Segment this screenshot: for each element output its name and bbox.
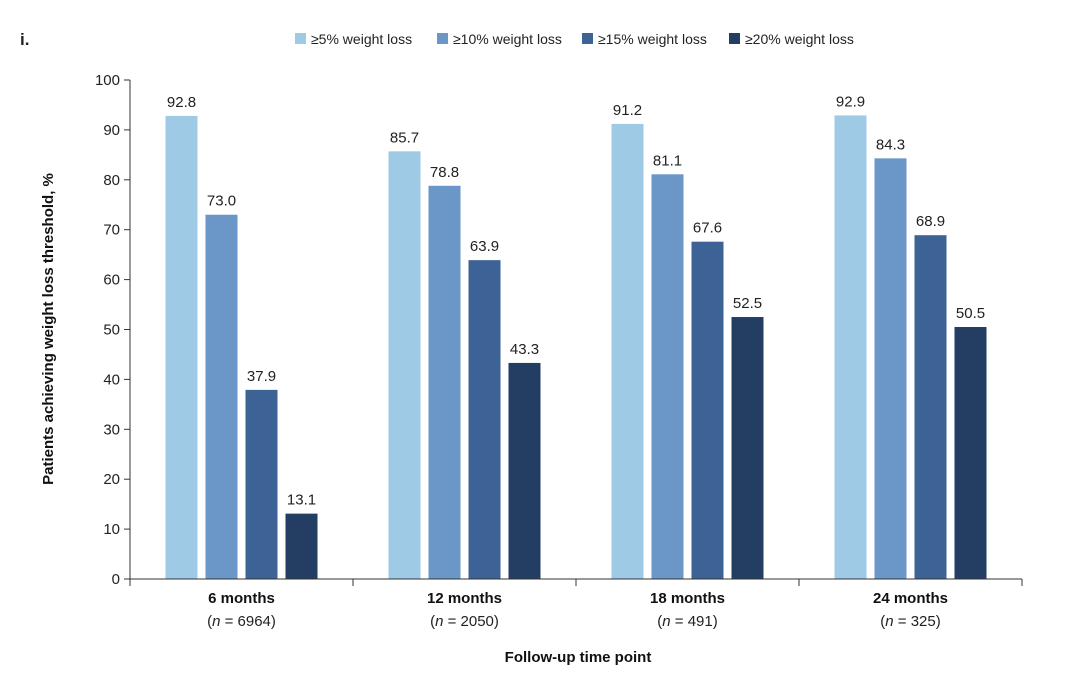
bar xyxy=(508,362,541,579)
bar-value-label: 67.6 xyxy=(693,220,722,237)
bar xyxy=(731,317,764,579)
x-axis-title: Follow-up time point xyxy=(505,649,652,666)
bar xyxy=(691,241,724,579)
bar-value-label: 78.8 xyxy=(430,164,459,181)
bar-value-label: 73.0 xyxy=(207,193,236,210)
bar xyxy=(285,513,318,579)
bar xyxy=(468,260,501,579)
bar xyxy=(388,151,421,579)
bar-value-label: 91.2 xyxy=(613,102,642,119)
legend-label: ≥10% weight loss xyxy=(453,31,562,47)
bar-value-label: 81.1 xyxy=(653,152,682,169)
bar-value-label: 52.5 xyxy=(733,295,762,312)
bar xyxy=(651,174,684,579)
sample-size-label: (n = 325) xyxy=(880,613,940,630)
sample-size-label: (n = 491) xyxy=(657,613,717,630)
y-tick-label: 30 xyxy=(103,421,120,438)
category-label: 12 months xyxy=(427,590,502,607)
bar-value-label: 84.3 xyxy=(876,136,905,153)
panel-label: i. xyxy=(20,30,30,49)
sample-size-label: (n = 2050) xyxy=(430,613,499,630)
legend-swatch xyxy=(295,33,306,44)
legend-label: ≥15% weight loss xyxy=(598,31,707,47)
bar xyxy=(205,214,238,580)
legend-label: ≥20% weight loss xyxy=(745,31,854,47)
y-tick-label: 80 xyxy=(103,172,120,189)
y-axis-title: Patients achieving weight loss threshold… xyxy=(40,173,57,485)
category-label: 6 months xyxy=(208,590,275,607)
y-tick-label: 20 xyxy=(103,471,120,488)
bar xyxy=(954,327,987,579)
y-tick-label: 100 xyxy=(95,72,120,89)
y-axis: 0 10 20 30 40 50 60 70 80 90 100 xyxy=(95,72,131,588)
y-tick-label: 70 xyxy=(103,222,120,239)
sample-size-label: (n = 6964) xyxy=(207,613,276,630)
y-tick-label: 10 xyxy=(103,521,120,538)
bar-value-label: 13.1 xyxy=(287,492,316,509)
bar-value-label: 50.5 xyxy=(956,305,985,322)
bar xyxy=(428,185,461,579)
bar-value-label: 63.9 xyxy=(470,238,499,255)
legend-swatch xyxy=(437,33,448,44)
bar xyxy=(874,158,907,579)
bar-value-label: 85.7 xyxy=(390,129,419,146)
legend: ≥5% weight loss ≥10% weight loss ≥15% weig… xyxy=(295,31,854,47)
y-tick-label: 50 xyxy=(103,322,120,339)
y-tick-label: 60 xyxy=(103,272,120,289)
bar xyxy=(165,115,198,579)
bar xyxy=(914,235,947,579)
bar xyxy=(611,123,644,580)
legend-swatch xyxy=(582,33,593,44)
x-axis: 6 months (n = 6964) 12 months (n = 2050) 18 … xyxy=(129,578,1023,630)
category-label: 18 months xyxy=(650,590,725,607)
bar xyxy=(834,115,867,579)
bar-value-label: 92.9 xyxy=(836,93,865,110)
y-tick-label: 90 xyxy=(103,122,120,139)
bar-value-label: 68.9 xyxy=(916,213,945,230)
legend-label: ≥5% weight loss xyxy=(311,31,412,47)
bar-value-label: 92.8 xyxy=(167,94,196,111)
bars: 92.8 73.0 37.9 13.1 85.7 78.8 63.9 43.3 91.2 81.1… xyxy=(165,93,987,580)
bar xyxy=(245,389,278,579)
bar-value-label: 43.3 xyxy=(510,341,539,358)
y-tick-label: 0 xyxy=(112,571,120,588)
y-tick-label: 40 xyxy=(103,371,120,388)
legend-swatch xyxy=(729,33,740,44)
bar-value-label: 37.9 xyxy=(247,368,276,385)
category-label: 24 months xyxy=(873,590,948,607)
